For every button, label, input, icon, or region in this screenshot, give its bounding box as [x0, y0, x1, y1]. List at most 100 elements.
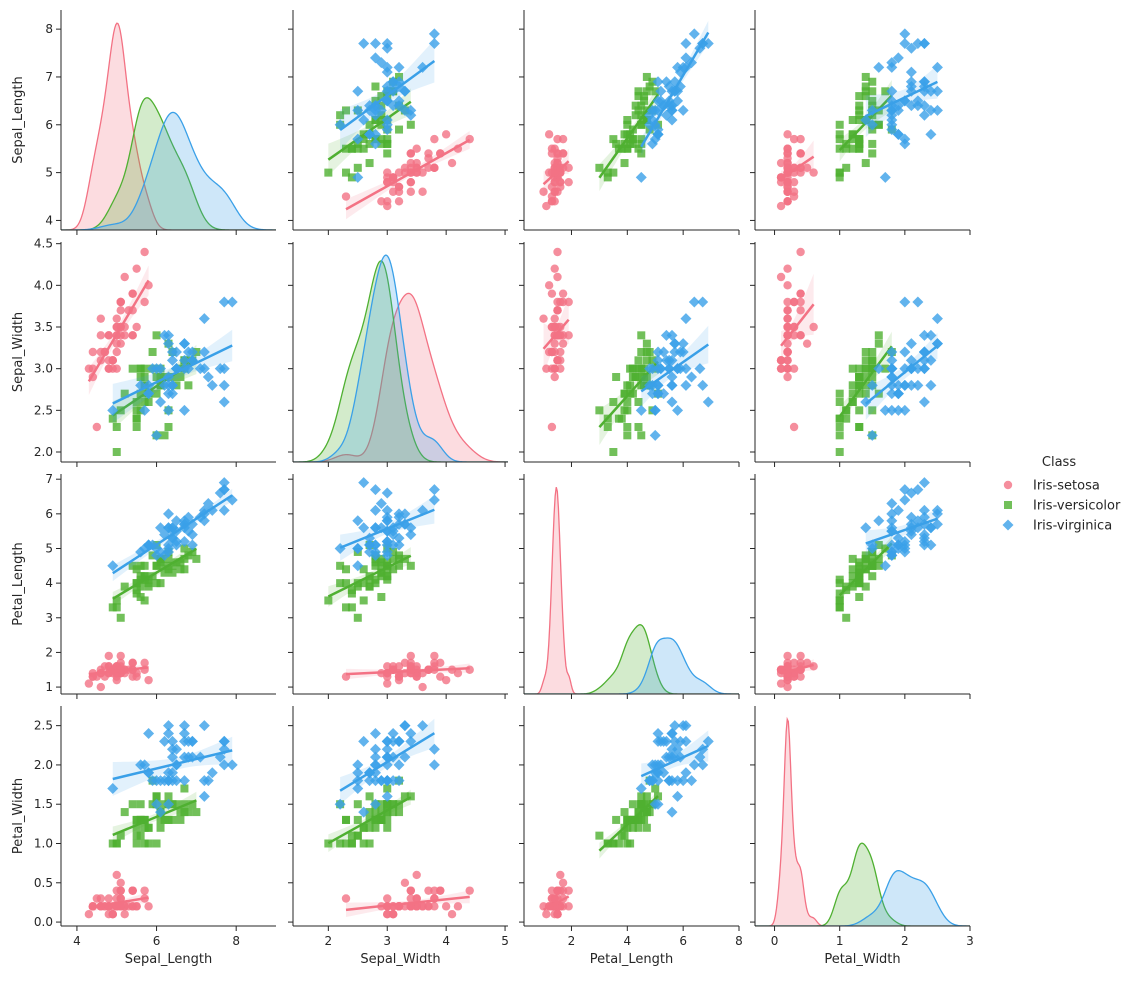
data-point-diamond	[702, 37, 714, 49]
data-point-circle	[783, 187, 792, 196]
data-point-square	[136, 389, 145, 398]
data-point-diamond	[352, 560, 364, 572]
x-tick-label: 0	[771, 934, 779, 948]
data-point-diamond	[892, 504, 904, 516]
data-point-square	[359, 839, 368, 848]
data-point-square	[642, 356, 651, 365]
data-point-diamond	[899, 379, 911, 391]
data-point-square	[164, 792, 173, 801]
panel-Petal_Width-vs-Petal_Length: 2 4 6 8 Petal_Length	[519, 706, 743, 967]
data-point-circle	[564, 177, 573, 187]
data-point-square	[132, 589, 141, 598]
data-point-diamond	[931, 313, 943, 325]
kde-fill-Iris-versicolor	[524, 624, 739, 694]
data-point-diamond	[918, 329, 930, 341]
data-point-circle	[394, 187, 404, 196]
data-point-square	[612, 139, 621, 148]
data-point-circle	[544, 130, 554, 139]
data-point-square	[377, 139, 386, 148]
data-point-square	[614, 414, 623, 423]
data-point-circle	[418, 168, 427, 177]
data-point-square	[353, 613, 362, 622]
data-point-circle	[556, 297, 565, 307]
data-point-square	[637, 792, 646, 801]
y-axis-label: Petal_Width	[11, 778, 26, 854]
data-point-diamond	[151, 798, 163, 810]
data-point-circle	[550, 314, 559, 323]
data-point-circle	[116, 878, 125, 887]
data-point-square	[861, 582, 870, 591]
data-point-square	[868, 561, 877, 570]
data-point-square	[868, 149, 877, 158]
data-point-circle	[341, 894, 351, 903]
regression-line-Iris-virginica	[864, 344, 939, 405]
data-point-diamond	[666, 371, 678, 383]
data-point-square	[835, 398, 844, 406]
data-point-diamond	[886, 363, 898, 375]
data-point-circle	[550, 894, 559, 903]
data-point-square	[874, 541, 883, 550]
data-point-circle	[783, 372, 792, 382]
data-point-circle	[430, 886, 439, 895]
data-point-square	[855, 116, 864, 124]
data-point-square	[152, 839, 161, 848]
data-point-square	[868, 356, 877, 365]
data-point-square	[347, 831, 356, 840]
data-point-diamond	[892, 104, 904, 116]
data-point-diamond	[702, 735, 714, 747]
data-point-square	[164, 554, 173, 563]
data-point-circle	[796, 289, 805, 298]
data-point-square	[848, 398, 857, 406]
data-point-square	[861, 558, 870, 567]
data-point-square	[848, 389, 857, 398]
data-point-diamond	[381, 743, 393, 755]
data-point-square	[371, 575, 380, 584]
data-point-diamond	[892, 52, 904, 64]
data-point-diamond	[918, 363, 930, 375]
data-point-circle	[96, 314, 106, 323]
data-point-diamond	[672, 61, 684, 73]
data-point-circle	[406, 187, 416, 196]
data-point-diamond	[417, 720, 429, 732]
data-point-diamond	[163, 542, 174, 554]
data-point-square	[377, 120, 386, 129]
data-point-square	[631, 815, 640, 824]
data-point-diamond	[206, 379, 218, 391]
data-point-circle	[783, 682, 792, 692]
data-point-square	[868, 139, 877, 148]
data-point-square	[842, 163, 851, 172]
data-point-square	[861, 92, 870, 101]
data-point-square	[365, 139, 374, 148]
x-axis-label: Petal_Width	[824, 952, 900, 967]
data-point-square	[628, 823, 637, 832]
data-point-square	[855, 389, 864, 398]
panel-Sepal_Width-vs-Sepal_Length: 2.0 2.5 3.0 3.5 4.0 4.5 Sepal_Width	[11, 237, 276, 467]
data-point-square	[861, 356, 870, 365]
data-point-square	[848, 144, 857, 153]
data-point-square	[400, 792, 409, 801]
data-point-circle	[112, 870, 121, 880]
data-point-diamond	[358, 735, 370, 747]
data-point-diamond	[218, 759, 230, 771]
data-point-square	[359, 135, 368, 144]
data-point-diamond	[198, 790, 210, 802]
data-point-diamond	[399, 751, 411, 763]
data-point-circle	[547, 422, 557, 432]
regression-line-Iris-versicolor	[112, 799, 197, 837]
data-point-diamond	[375, 497, 387, 509]
data-point-circle	[1003, 480, 1013, 490]
data-point-diamond	[688, 759, 700, 771]
y-tick-label: 4	[45, 576, 53, 590]
y-axis-label: Sepal_Length	[11, 76, 26, 163]
data-point-diamond	[918, 109, 930, 121]
data-point-square	[152, 792, 161, 801]
data-point-diamond	[151, 429, 163, 441]
data-point-circle	[418, 902, 427, 911]
panel-Sepal_Length-vs-Petal_Width	[750, 10, 971, 235]
data-point-square	[156, 579, 165, 588]
data-point-square	[609, 839, 618, 848]
data-point-square	[868, 373, 877, 381]
data-point-square	[634, 144, 643, 153]
data-point-square	[347, 173, 356, 182]
data-point-circle	[783, 651, 792, 661]
